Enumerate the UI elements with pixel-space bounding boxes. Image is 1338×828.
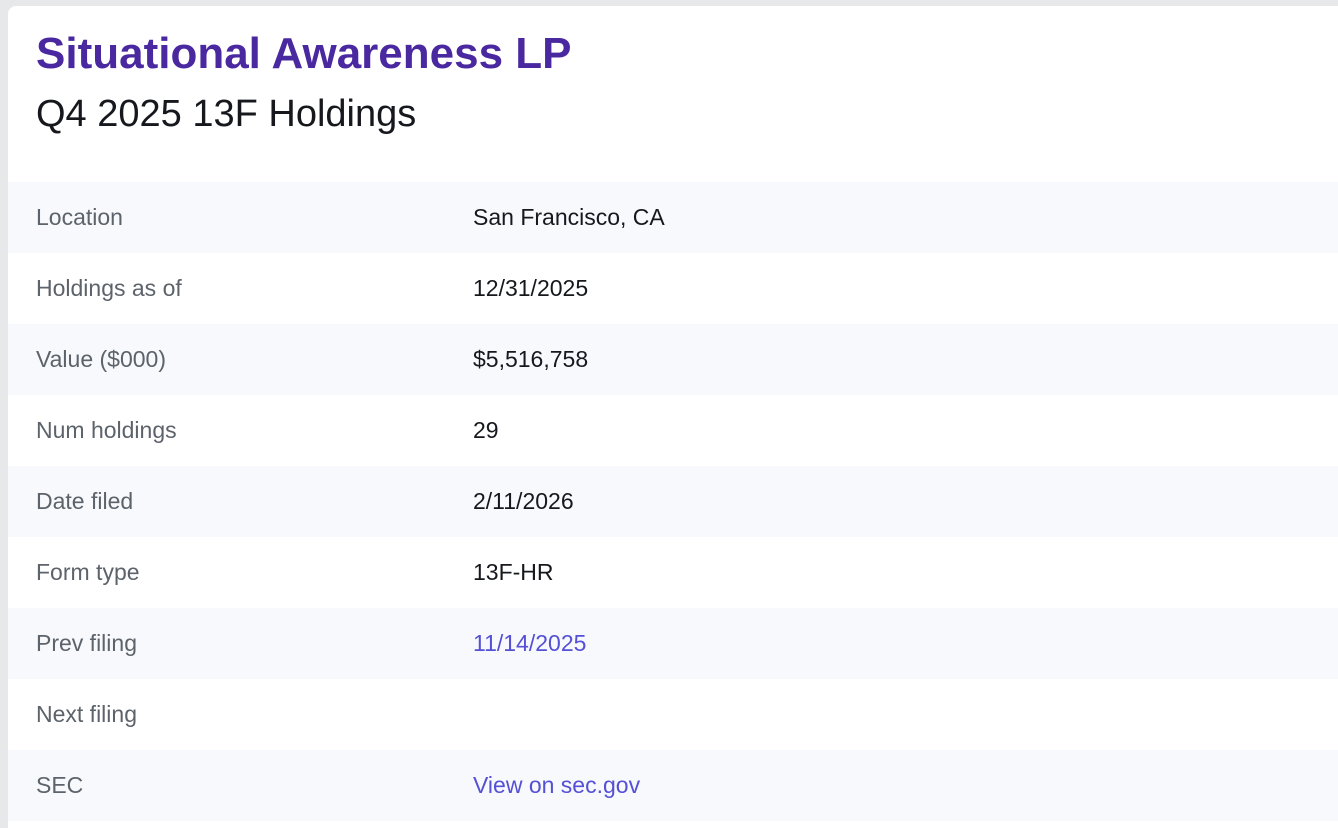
- row-label-form-type: Form type: [36, 559, 140, 585]
- row-label-holdings-as-of: Holdings as of: [36, 275, 182, 301]
- table-row-form-type: Form type 13F-HR: [8, 537, 1338, 608]
- table-row-next-filing: Next filing: [8, 679, 1338, 750]
- table-row-prev-filing: Prev filing 11/14/2025: [8, 608, 1338, 679]
- table-row-num-holdings: Num holdings 29: [8, 395, 1338, 466]
- sec-link[interactable]: View on sec.gov: [473, 772, 641, 798]
- row-value-location: San Francisco, CA: [473, 204, 665, 230]
- row-value-form-type: 13F-HR: [473, 559, 554, 585]
- table-row-location: Location San Francisco, CA: [8, 182, 1338, 253]
- prev-filing-link[interactable]: 11/14/2025: [473, 630, 587, 656]
- filer-details-table: Location San Francisco, CA Holdings as of 1…: [8, 182, 1338, 821]
- table-row-sec: SEC View on sec.gov: [8, 750, 1338, 821]
- row-value-holdings-as-of: 12/31/2025: [473, 275, 589, 301]
- row-label-num-holdings: Num holdings: [36, 417, 177, 443]
- table-row-date-filed: Date filed 2/11/2026: [8, 466, 1338, 537]
- page-subtitle: Q4 2025 13F Holdings: [36, 92, 417, 135]
- row-label-location: Location: [36, 204, 123, 230]
- row-label-prev-filing: Prev filing: [36, 630, 137, 656]
- row-value-value-000: $5,516,758: [473, 346, 589, 372]
- row-label-sec: SEC: [36, 772, 84, 798]
- filer-summary-card: Situational Awareness LP Q4 2025 13F Hol…: [8, 6, 1338, 828]
- row-value-date-filed: 2/11/2026: [473, 488, 574, 514]
- row-label-value-000: Value ($000): [36, 346, 166, 372]
- page-header: Situational Awareness LP Q4 2025 13F Hol…: [8, 6, 1338, 182]
- table-row-holdings-as-of: Holdings as of 12/31/2025: [8, 253, 1338, 324]
- row-value-num-holdings: 29: [473, 417, 499, 443]
- row-label-date-filed: Date filed: [36, 488, 134, 514]
- page-title: Situational Awareness LP: [36, 29, 572, 78]
- table-row-value-000: Value ($000) $5,516,758: [8, 324, 1338, 395]
- row-label-next-filing: Next filing: [36, 701, 137, 727]
